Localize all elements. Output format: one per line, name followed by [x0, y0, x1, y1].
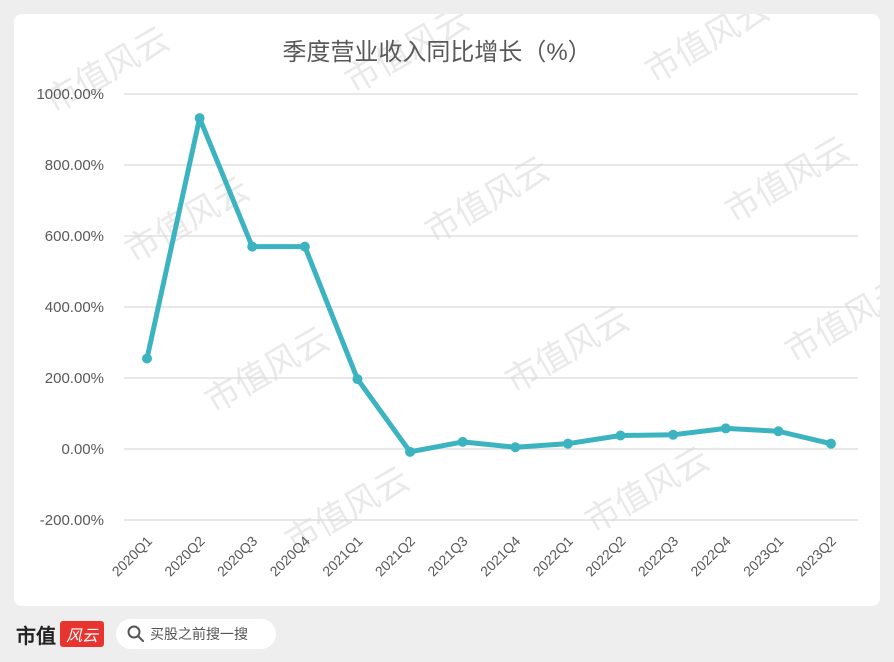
x-tick-label: 2021Q4: [477, 533, 524, 580]
x-tick-label: 2022Q1: [529, 533, 576, 580]
x-tick-label: 2023Q1: [740, 533, 787, 580]
brand-logo: 市值 风云: [16, 618, 104, 650]
data-point: [668, 429, 679, 440]
search-box[interactable]: 买股之前搜一搜: [116, 619, 276, 649]
data-point: [405, 446, 416, 457]
x-tick-label: 2021Q2: [372, 533, 419, 580]
footer-bar: 市值 风云 买股之前搜一搜: [0, 606, 894, 662]
x-axis-ticks: 2020Q1 2020Q2 2020Q3 2020Q4 2021Q1 2021Q2 2021…: [109, 533, 840, 580]
data-point: [720, 423, 731, 434]
brand-badge: 风云: [60, 621, 104, 647]
x-tick-label: 2022Q2: [582, 533, 629, 580]
watermark-text: 市值风云: [579, 439, 717, 542]
data-point: [457, 436, 468, 447]
watermark-text: 市值风云: [499, 299, 637, 402]
data-point: [826, 438, 836, 449]
y-axis-ticks: -200.00% 0.00% 200.00% 400.00% 600.00% 800.00…: [36, 86, 104, 529]
series-line: [144, 115, 834, 455]
chart-title: 季度营业收入同比增长（%）: [282, 39, 591, 66]
x-tick-label: 2020Q1: [109, 533, 156, 580]
y-tick-label: 1000.00%: [36, 86, 104, 103]
x-tick-label: 2023Q2: [793, 533, 840, 580]
search-icon: [127, 625, 144, 642]
series-layer: [142, 113, 836, 457]
y-tick-label: 800.00%: [45, 157, 104, 174]
data-point: [615, 430, 626, 441]
x-tick-label: 2020Q2: [161, 533, 208, 580]
search-placeholder: 买股之前搜一搜: [150, 626, 248, 642]
data-point: [510, 442, 521, 453]
watermark-text: 市值风云: [199, 319, 337, 422]
data-point: [773, 426, 784, 437]
y-tick-label: -200.00%: [40, 512, 104, 529]
y-tick-label: 400.00%: [45, 299, 104, 316]
brand-name: 市值: [16, 623, 56, 648]
y-tick-label: 200.00%: [45, 370, 104, 387]
x-tick-label: 2021Q3: [424, 533, 471, 580]
x-tick-label: 2022Q4: [687, 533, 734, 580]
y-tick-label: 600.00%: [45, 228, 104, 245]
x-tick-label: 2022Q3: [635, 533, 682, 580]
watermark-text: 市值风云: [39, 19, 177, 122]
data-point: [142, 353, 152, 364]
data-point: [194, 113, 205, 124]
x-tick-label: 2020Q3: [214, 533, 261, 580]
y-tick-label: 0.00%: [61, 441, 104, 458]
data-point: [562, 438, 573, 449]
data-point: [352, 374, 363, 385]
data-point: [247, 241, 258, 252]
watermark-text: 市值风云: [639, 14, 777, 92]
grid-lines: [124, 93, 858, 521]
chart-card: 市值风云 市值风云 市值风云 市值风云 市值风云 市值风云 市值风云 市值风云 市值风云 市值风云…: [14, 14, 880, 606]
data-point: [299, 241, 310, 252]
watermark-text: 市值风云: [779, 269, 881, 372]
watermark-text: 市值风云: [719, 129, 857, 232]
